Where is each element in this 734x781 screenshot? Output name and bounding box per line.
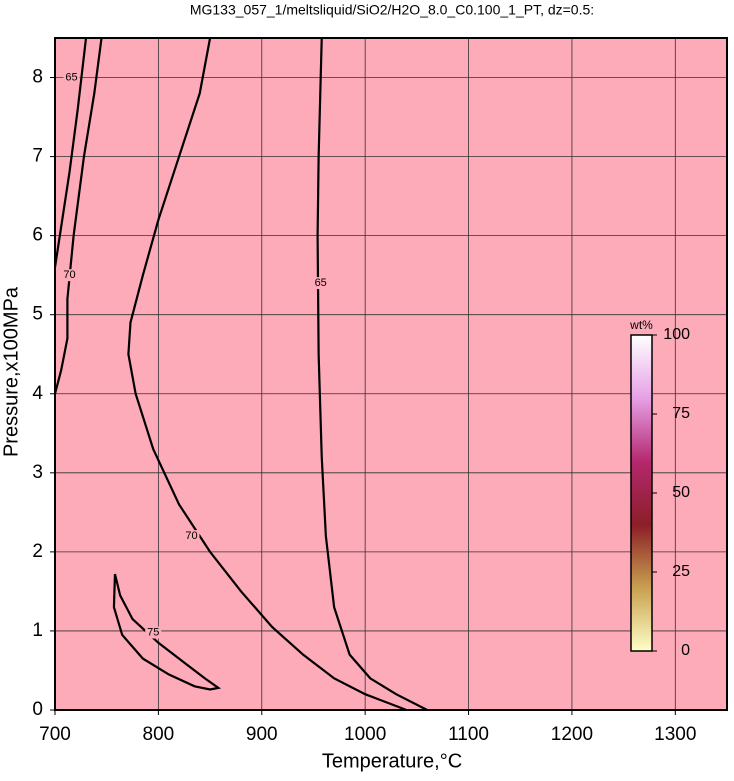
- contour-label-bg: [63, 71, 80, 84]
- y-tick-label: 5: [32, 304, 43, 325]
- contour-label-bg: [61, 269, 78, 282]
- y-axis-label: Pressure,x100MPa: [0, 286, 22, 457]
- contour-label-bg: [183, 530, 200, 543]
- colorbar: [630, 334, 653, 652]
- contour-label: 70: [185, 530, 197, 542]
- contour-line: [53, 37, 88, 268]
- contour-label: 75: [147, 626, 159, 638]
- x-tick-label: 1000: [344, 724, 386, 745]
- colorbar-title: wt%: [629, 318, 653, 332]
- x-tick-label: 1300: [654, 724, 696, 745]
- colorbar-tick-label: 100: [663, 326, 690, 343]
- colorbar-tick-label: 25: [672, 563, 690, 580]
- y-tick-label: 0: [32, 699, 43, 720]
- contour-label: 70: [63, 269, 75, 281]
- contour-line: [316, 37, 428, 711]
- y-tick-label: 4: [32, 383, 43, 404]
- x-tick-label: 900: [246, 724, 278, 745]
- y-tick-label: 6: [32, 225, 43, 246]
- colorbar-tick-label: 75: [672, 405, 690, 422]
- y-tick-label: 8: [32, 67, 43, 88]
- plot-frame: [54, 37, 728, 711]
- plot-background: [55, 38, 727, 710]
- x-tick-label: 700: [39, 724, 71, 745]
- contour-label: 65: [65, 71, 77, 83]
- x-axis-label: Temperature,°C: [322, 750, 462, 772]
- colorbar-tick-label: 0: [681, 642, 690, 659]
- contour-line: [127, 37, 407, 712]
- y-tick-label: 3: [32, 462, 43, 483]
- contour-label-bg: [145, 626, 162, 639]
- y-tick-label: 7: [32, 146, 43, 167]
- y-tick-label: 2: [32, 541, 43, 562]
- x-tick-label: 800: [143, 724, 175, 745]
- x-tick-label: 1100: [448, 724, 489, 745]
- contour-label-bg: [312, 277, 329, 290]
- contour-line: [53, 37, 103, 395]
- colorbar-tick-label: 50: [672, 484, 690, 501]
- chart-title: MG133_057_1/meltsliquid/SiO2/H2O_8.0_C0.…: [190, 2, 594, 18]
- y-tick-label: 1: [32, 620, 43, 641]
- contour-line: [112, 573, 222, 691]
- contour-label: 65: [315, 277, 327, 289]
- x-tick-label: 1200: [551, 724, 593, 745]
